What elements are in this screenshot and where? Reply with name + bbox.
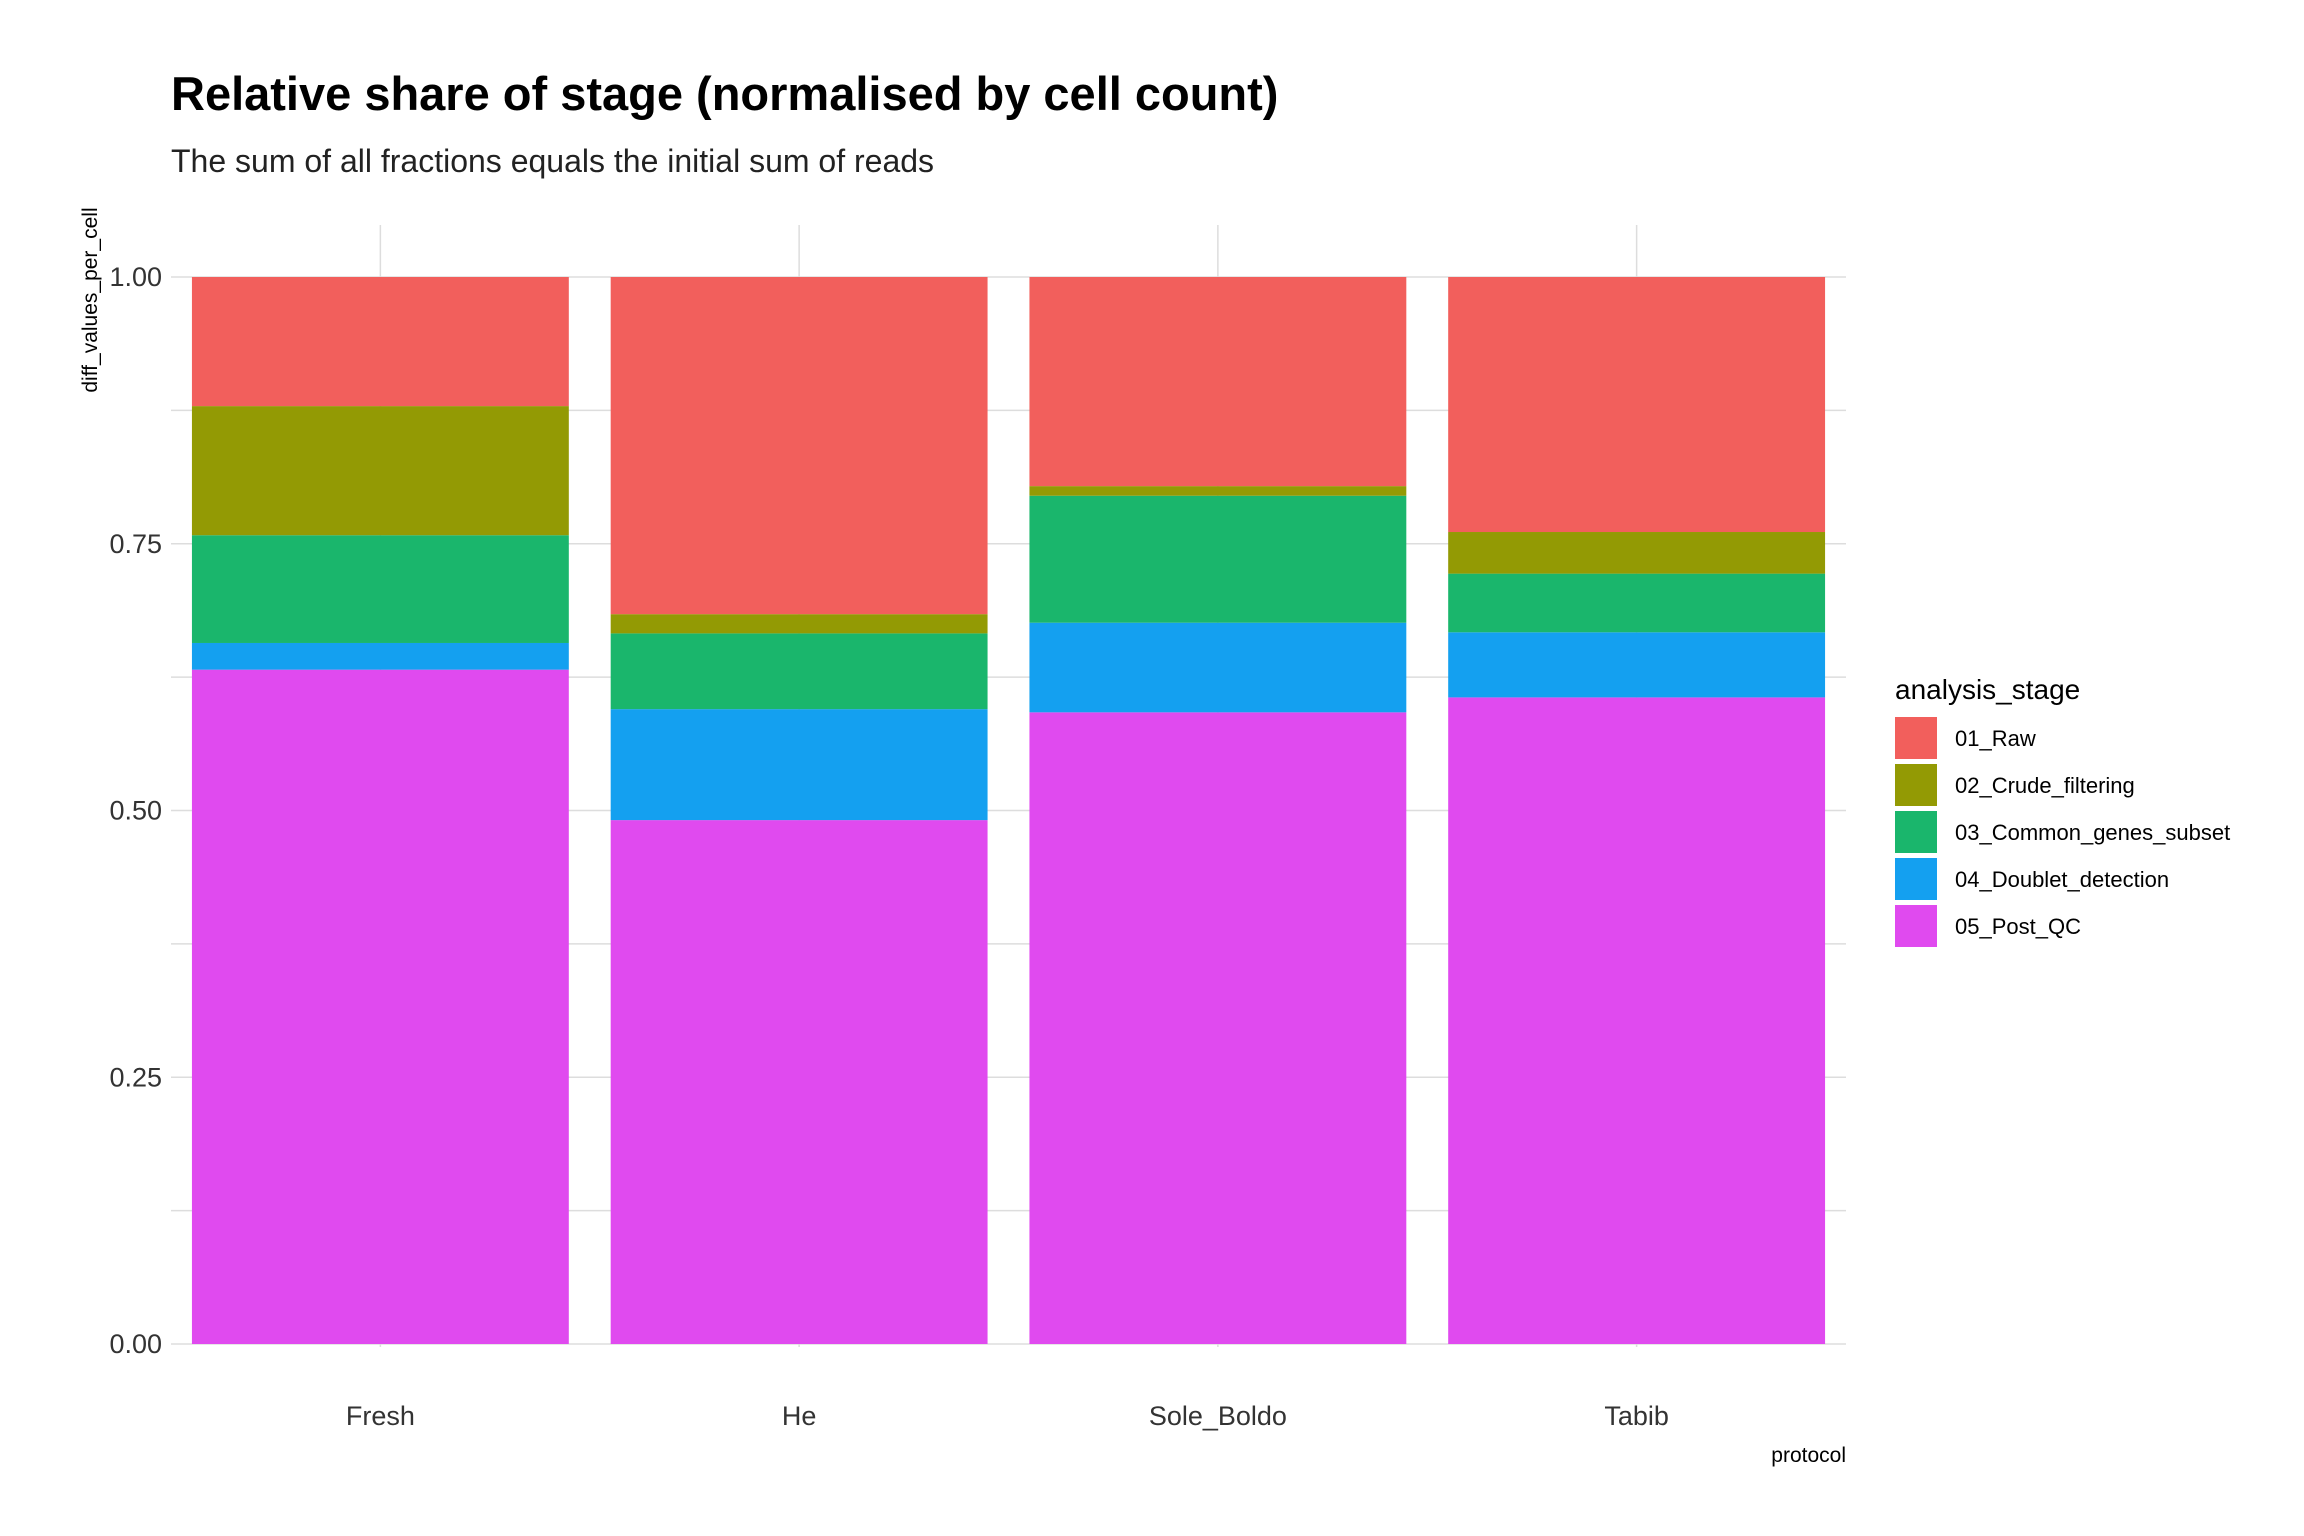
legend-label: 05_Post_QC	[1955, 914, 2081, 939]
bar-segment	[191, 669, 569, 1344]
bar-segment	[191, 277, 569, 407]
bar-segment	[191, 642, 569, 670]
legend-swatch	[1895, 717, 1937, 759]
bar-segment	[191, 406, 569, 536]
x-axis-title: protocol	[1771, 1444, 1846, 1467]
bar-segment	[1448, 632, 1826, 698]
chart-title: Relative share of stage (normalised by c…	[171, 67, 1279, 120]
bar-segment	[1029, 486, 1407, 496]
bars	[191, 277, 1826, 1344]
bar-segment	[1029, 712, 1407, 1344]
legend-label: 03_Common_genes_subset	[1955, 820, 2230, 845]
y-tick-label: 0.25	[109, 1062, 162, 1092]
bar-segment	[1448, 277, 1826, 533]
bar-segment	[1448, 697, 1826, 1344]
x-tick-label: Sole_Boldo	[1149, 1401, 1287, 1431]
y-tick-label: 1.00	[109, 262, 162, 292]
bar-segment	[1029, 622, 1407, 713]
x-axis-ticks: Fresh He Sole_Boldo Tabib	[346, 1401, 1669, 1431]
x-tick-label: He	[782, 1401, 817, 1431]
legend-title: analysis_stage	[1895, 674, 2080, 705]
bar-segment	[1029, 277, 1407, 487]
y-tick-label: 0.75	[109, 529, 162, 559]
legend-swatch	[1895, 811, 1937, 853]
bar-segment	[1448, 573, 1826, 633]
y-tick-label: 0.50	[109, 796, 162, 826]
y-axis-title: diff_values_per_cell	[79, 207, 102, 392]
bar-segment	[1448, 532, 1826, 574]
bar-segment	[1029, 495, 1407, 623]
bar-segment	[191, 535, 569, 643]
legend-swatch	[1895, 905, 1937, 947]
x-tick-label: Fresh	[346, 1401, 415, 1431]
bar-segment	[610, 614, 988, 634]
bar-segment	[610, 277, 988, 615]
legend-swatch	[1895, 858, 1937, 900]
legend-label: 04_Doublet_detection	[1955, 867, 2169, 892]
legend-label: 02_Crude_filtering	[1955, 773, 2135, 798]
y-tick-label: 0.00	[109, 1329, 162, 1359]
legend-label: 01_Raw	[1955, 726, 2036, 751]
chart-subtitle: The sum of all fractions equals the init…	[171, 143, 935, 179]
legend-swatch	[1895, 764, 1937, 806]
bar-segment	[610, 820, 988, 1344]
x-tick-label: Tabib	[1604, 1401, 1669, 1431]
legend: analysis_stage 01_Raw 02_Crude_filtering 0…	[1895, 674, 2230, 947]
bar-segment	[610, 633, 988, 710]
bar-segment	[610, 709, 988, 821]
y-axis-ticks: 0.00 0.25 0.50 0.75 1.00	[109, 262, 162, 1359]
